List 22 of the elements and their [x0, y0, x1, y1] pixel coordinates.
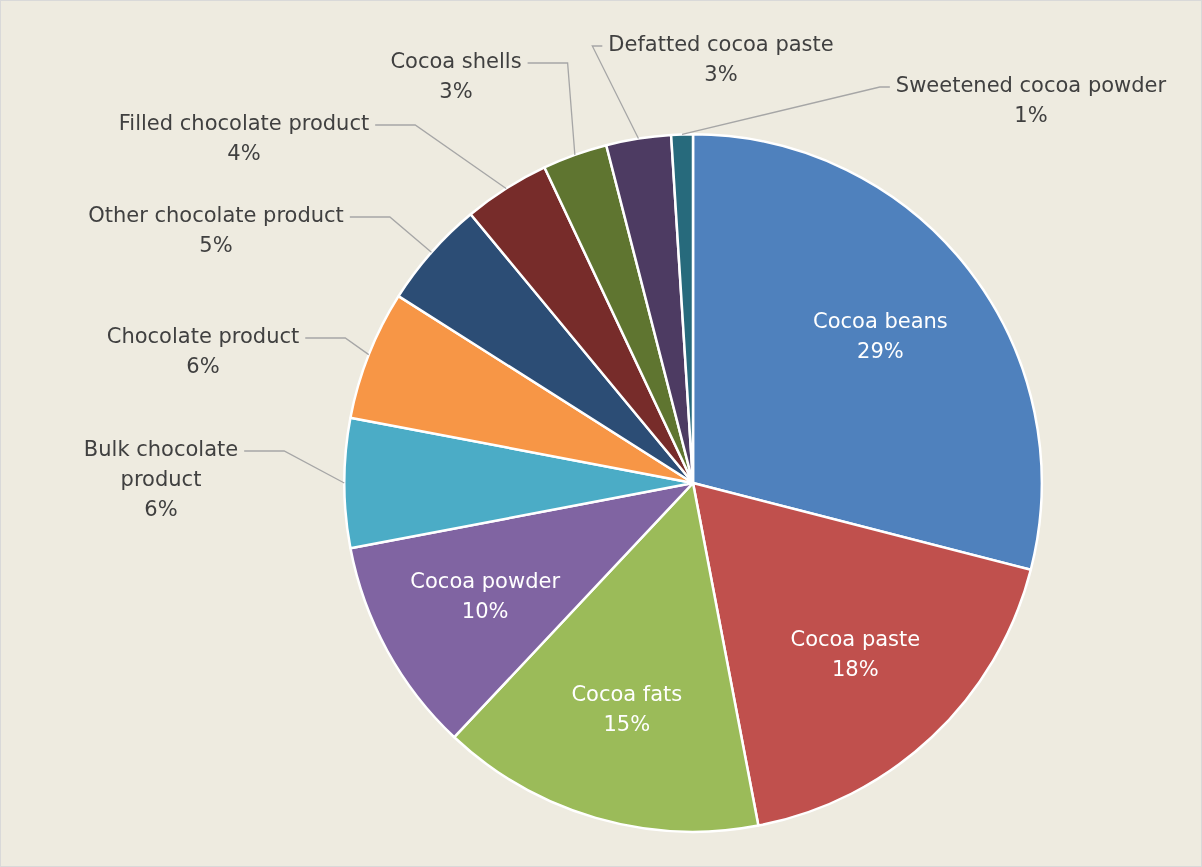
data-label: 1% — [1014, 103, 1048, 128]
data-label: 4% — [227, 141, 261, 166]
slice-label: Cocoa shells — [390, 49, 522, 74]
slice-label: Bulk chocolate product — [83, 437, 239, 492]
slice-label: Defatted cocoa paste — [608, 32, 834, 57]
data-label: 10% — [461, 598, 509, 623]
data-label: 3% — [704, 62, 738, 87]
data-label: 3% — [439, 79, 473, 104]
slice-label: Cocoa fats — [571, 682, 683, 707]
slice-label: Cocoa powder — [410, 568, 561, 593]
slice-label: Filled chocolate product — [118, 111, 370, 136]
slice-label: Chocolate product — [106, 324, 300, 349]
data-label: 18% — [832, 657, 879, 682]
data-label: 6% — [144, 497, 178, 522]
slice-label: Other chocolate product — [88, 203, 344, 228]
data-label: 6% — [186, 354, 220, 379]
data-label: 29% — [857, 339, 904, 364]
data-label: 15% — [603, 712, 651, 737]
slice-label: Sweetened cocoa powder — [895, 73, 1167, 98]
slice-label: Cocoa paste — [790, 627, 921, 652]
slice-label: Cocoa beans — [812, 309, 948, 334]
data-label: 5% — [199, 233, 233, 258]
